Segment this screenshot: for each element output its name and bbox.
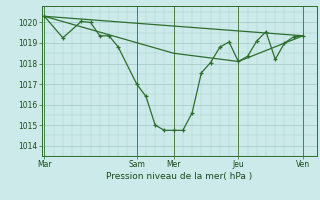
X-axis label: Pression niveau de la mer( hPa ): Pression niveau de la mer( hPa ) xyxy=(106,172,252,181)
